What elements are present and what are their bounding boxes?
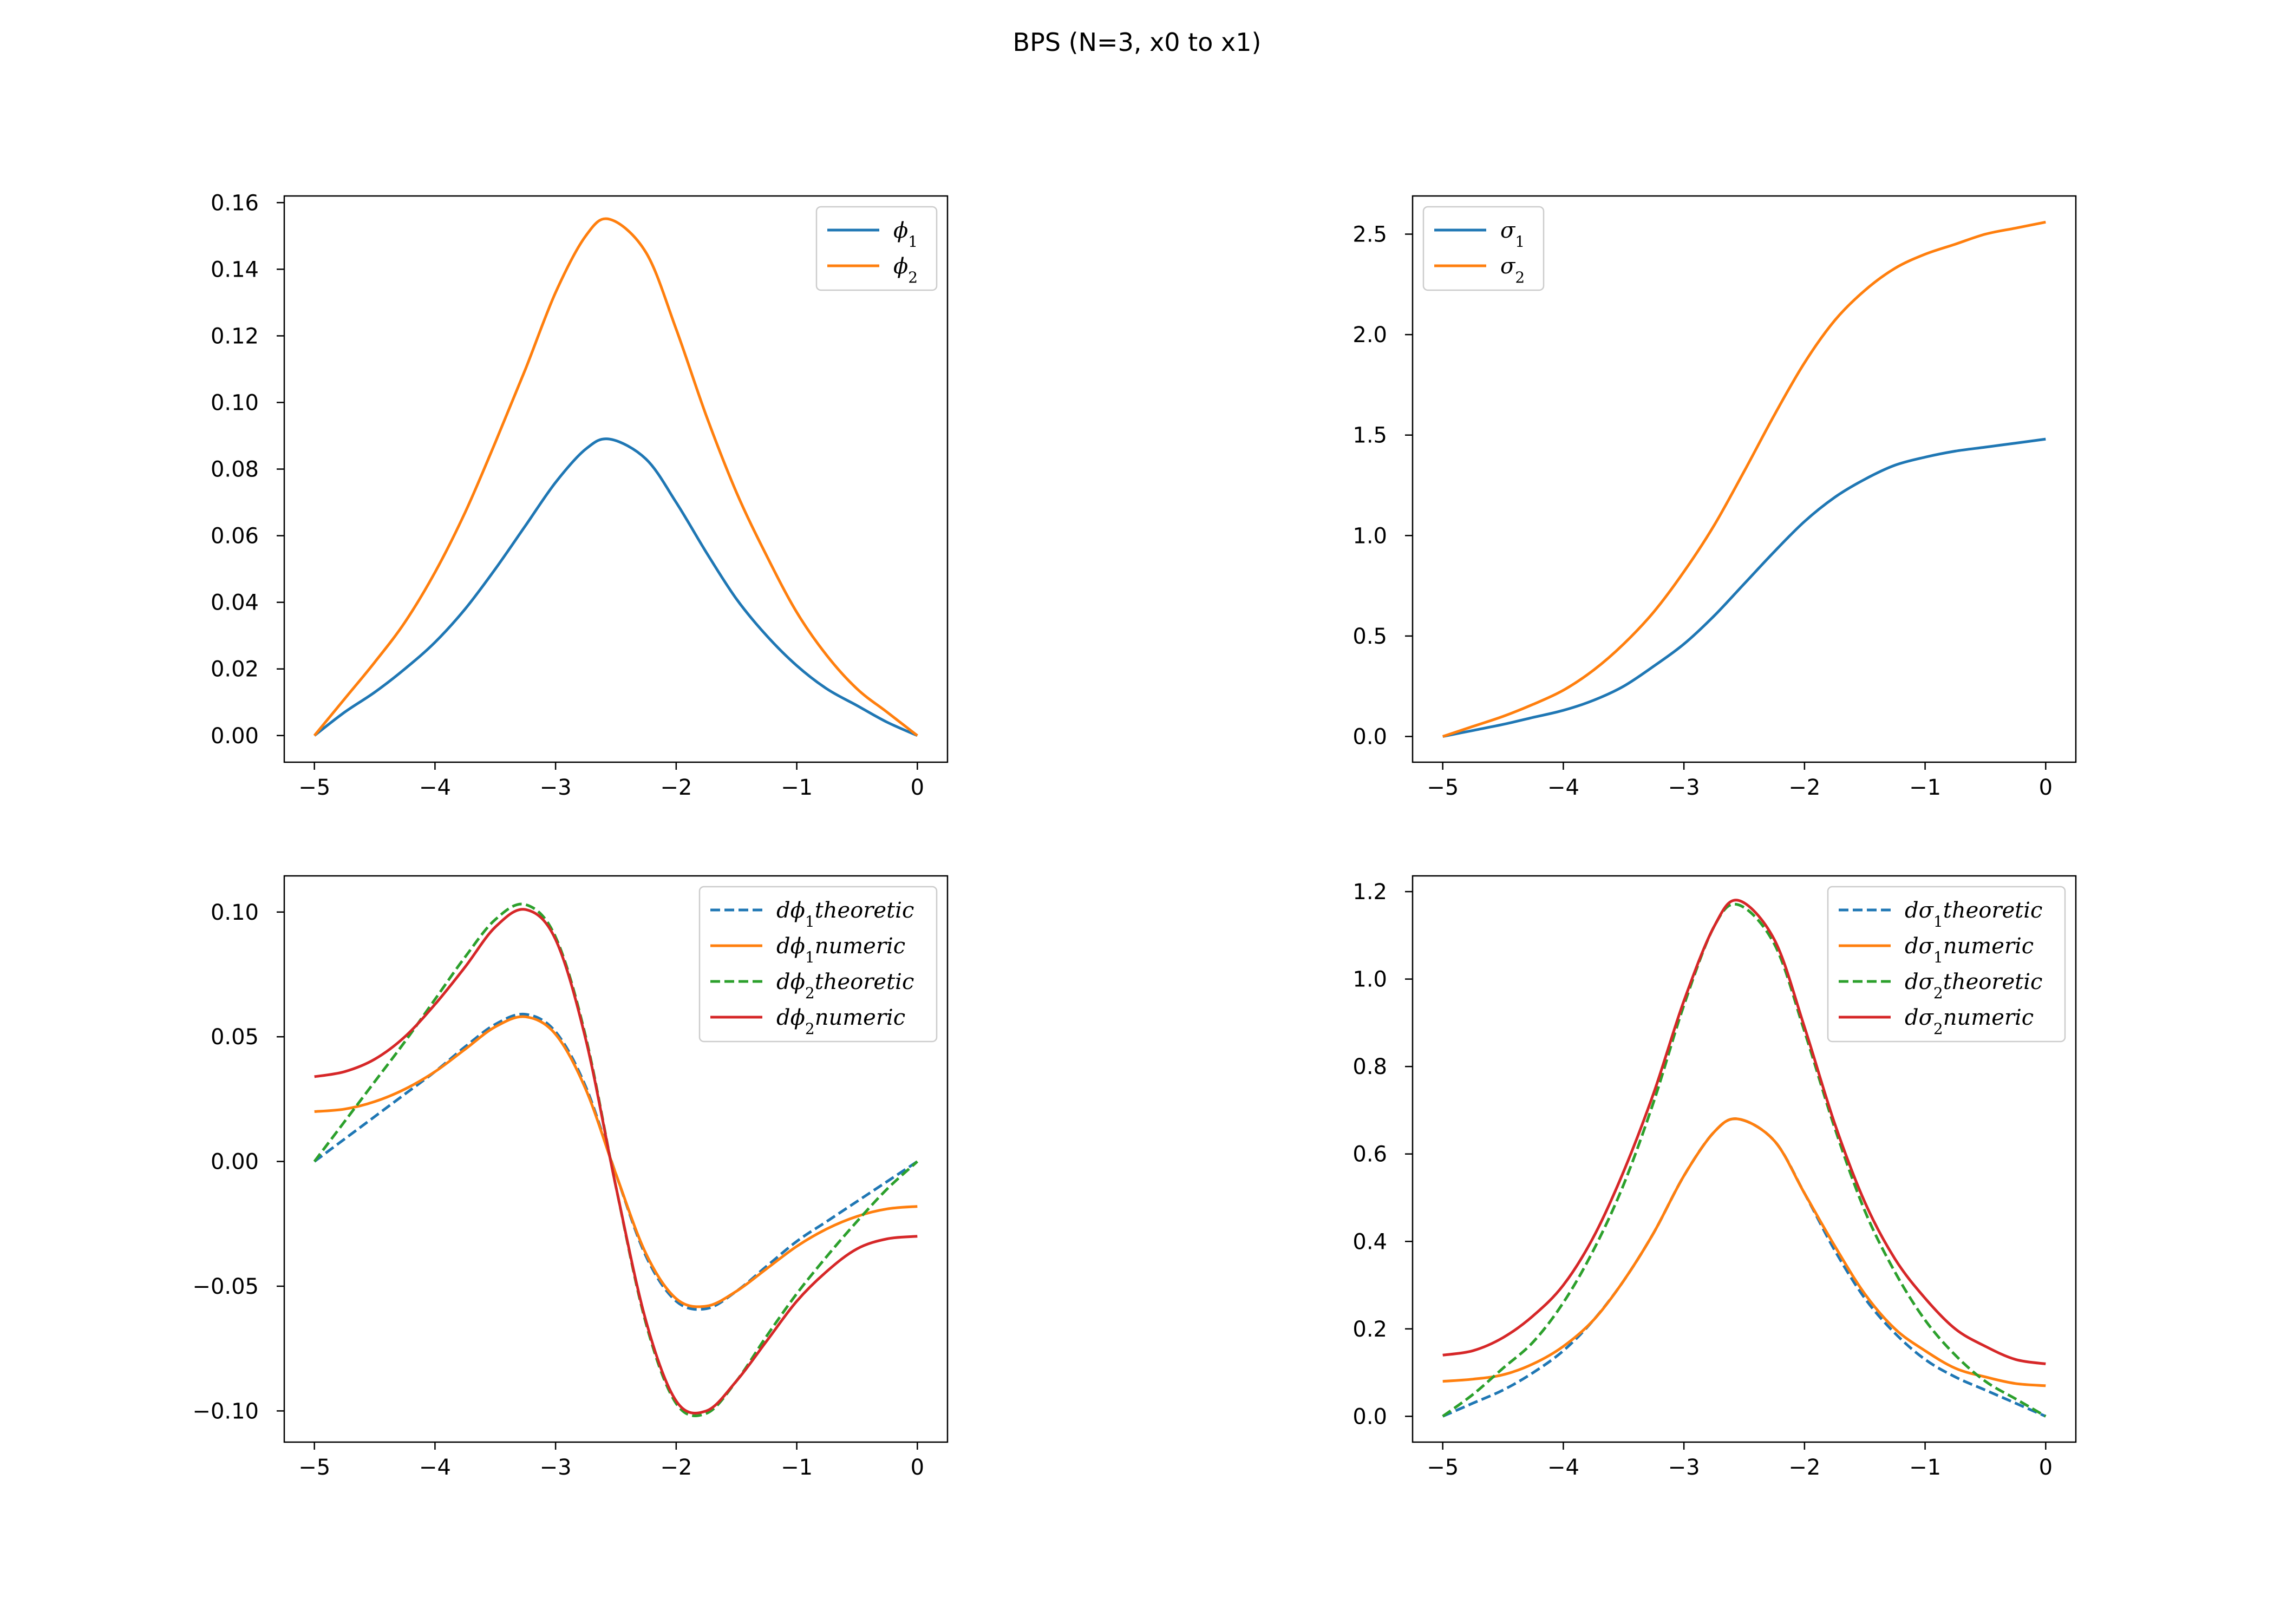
y-tick-label-0-5: 0.5 <box>1352 624 1387 649</box>
y-tick-label-0-10: 0.10 <box>211 390 259 415</box>
x-tick-label-2: −2 <box>660 1455 692 1480</box>
x-tick-label-0: 0 <box>2039 1455 2053 1480</box>
x-tick-label-5: −5 <box>298 775 330 800</box>
legend-label-v: ϕ1 <box>893 218 918 251</box>
x-tick-label-0: 0 <box>2039 775 2053 800</box>
legend-label-d-theoretic: dϕ1theoretic <box>776 898 914 931</box>
x-tick-label-5: −5 <box>298 1455 330 1480</box>
y-tick-label-0-10: 0.10 <box>211 900 259 925</box>
x-tick-label-3: −3 <box>540 1455 572 1480</box>
figure-suptitle: BPS (N=3, x0 to x1) <box>1013 28 1262 57</box>
x-tick-label-2: −2 <box>1788 1455 1820 1480</box>
y-tick-label-0-2: 0.2 <box>1352 1317 1387 1342</box>
x-tick-label-2: −2 <box>1788 775 1820 800</box>
x-tick-label-3: −3 <box>1668 1455 1700 1480</box>
legend-label-d-numeric: dϕ1numeric <box>776 934 905 966</box>
x-tick-label-5: −5 <box>1427 775 1459 800</box>
x-tick-label-3: −3 <box>540 775 572 800</box>
legend-label-d-theoretic: dσ2theoretic <box>1905 970 2042 1002</box>
x-tick-label-1: −1 <box>781 1455 813 1480</box>
x-tick-label-4: −4 <box>1547 1455 1579 1480</box>
x-tick-label-4: −4 <box>419 1455 451 1480</box>
y-tick-label-1-0: 1.0 <box>1352 523 1387 548</box>
series-line-v <box>1442 437 2046 738</box>
series-line-d-theoretic <box>1442 902 2047 1418</box>
series-line-v <box>1442 220 2046 738</box>
subplot-dphi: −5 −4 −3 −2 −1 0 −0.10 −0.05 0.00 0.05 0.10 dϕ1theo… <box>192 875 949 1480</box>
series-line-d-theoretic <box>1442 1117 2047 1418</box>
y-tick-label-0-16: 0.16 <box>211 191 259 215</box>
axes-frame <box>1412 195 2077 763</box>
y-tick-label-0-00: 0.00 <box>211 724 259 749</box>
y-tick-label-0-02: 0.02 <box>211 657 259 682</box>
axes-frame <box>1412 875 2077 1443</box>
x-tick-label-4: −4 <box>419 775 451 800</box>
legend-label-d-numeric: dϕ2numeric <box>776 1005 905 1038</box>
x-tick-label-1: −1 <box>781 775 813 800</box>
x-tick-label-4: −4 <box>1547 775 1579 800</box>
legend-label-d-theoretic: dσ1theoretic <box>1905 898 2042 931</box>
legend-box <box>815 206 938 291</box>
y-tick-label-0-4: 0.4 <box>1352 1229 1387 1254</box>
series-line-d-theoretic <box>313 1012 918 1311</box>
y-tick-label-0-08: 0.08 <box>211 457 259 482</box>
y-tick-label-0-05: −0.05 <box>192 1274 259 1299</box>
x-tick-label-1: −1 <box>1909 775 1941 800</box>
y-tick-label-0-14: 0.14 <box>211 257 259 282</box>
x-tick-label-2: −2 <box>660 775 692 800</box>
y-tick-label-0-0: 0.0 <box>1352 1404 1387 1429</box>
legend-label-d-numeric: dσ2numeric <box>1905 1005 2034 1038</box>
y-tick-label-0-05: 0.05 <box>211 1025 259 1050</box>
y-tick-label-2-5: 2.5 <box>1352 222 1387 247</box>
subplot-dsigma: −5 −4 −3 −2 −1 0 0.0 0.2 0.4 0.6 0.8 1.0 1.2 dσ1theor… <box>1352 875 2077 1480</box>
legend-box <box>1422 206 1545 291</box>
x-tick-label-0: 0 <box>911 775 924 800</box>
x-tick-label-0: 0 <box>911 1455 924 1480</box>
legend-label-v: σ2 <box>1500 254 1525 286</box>
y-tick-label-0-6: 0.6 <box>1352 1142 1387 1167</box>
series-line-v <box>313 437 918 737</box>
y-tick-label-0-10: −0.10 <box>192 1399 259 1424</box>
legend-label-v: σ1 <box>1500 218 1525 251</box>
y-tick-label-1-5: 1.5 <box>1352 423 1387 448</box>
series-line-d-numeric <box>1442 1117 2046 1387</box>
axes-frame <box>283 195 949 763</box>
x-tick-label-1: −1 <box>1909 1455 1941 1480</box>
y-tick-label-1-2: 1.2 <box>1352 880 1387 905</box>
series-line-d-numeric <box>314 1015 918 1308</box>
y-tick-label-0-06: 0.06 <box>211 524 259 549</box>
legend-box <box>698 886 938 1043</box>
y-tick-label-0-00: 0.00 <box>211 1150 259 1175</box>
axes-frame <box>283 875 949 1443</box>
x-tick-label-3: −3 <box>1668 775 1700 800</box>
series-line-d-numeric <box>314 908 918 1415</box>
y-tick-label-2-0: 2.0 <box>1352 323 1387 348</box>
series-line-d-numeric <box>1442 899 2046 1365</box>
y-tick-label-0-0: 0.0 <box>1352 724 1387 749</box>
legend-box <box>1827 886 2066 1043</box>
y-tick-label-0-04: 0.04 <box>211 591 259 615</box>
subplot-phi: −5 −4 −3 −2 −1 0 0.00 0.02 0.04 0.06 0.08 0.10 0.12 0… <box>211 191 949 800</box>
legend-label-d-theoretic: dϕ2theoretic <box>776 970 914 1002</box>
series-line-v <box>313 217 918 737</box>
legend-label-d-numeric: dσ1numeric <box>1905 934 2034 966</box>
y-tick-label-0-8: 0.8 <box>1352 1055 1387 1079</box>
y-tick-label-1-0: 1.0 <box>1352 967 1387 992</box>
x-tick-label-5: −5 <box>1427 1455 1459 1480</box>
legend-label-v: ϕ2 <box>893 254 918 286</box>
y-tick-label-0-12: 0.12 <box>211 324 259 349</box>
